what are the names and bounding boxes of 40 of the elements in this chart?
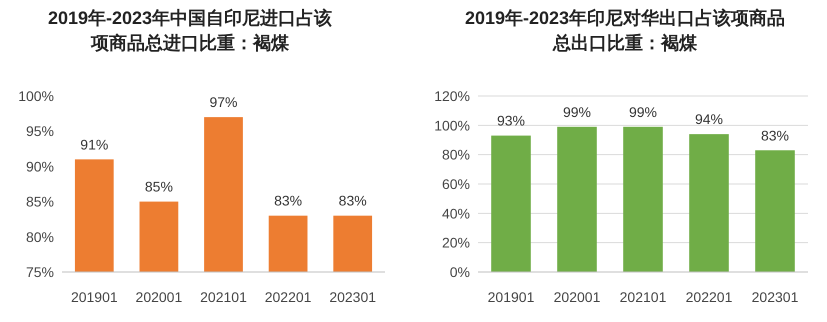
y-tick-label: 95% [26,123,54,140]
y-tick-label: 100% [434,117,470,134]
y-tick-label: 90% [26,158,54,174]
x-tick-label: 201901 [488,289,535,305]
data-label: 85% [144,178,173,195]
chart-title: 2019年-2023年中国自印尼进口占该项商品总进口比重：褐煤 [48,8,332,53]
y-tick-label: 60% [442,176,470,192]
bar [557,126,597,272]
data-label: 91% [80,136,108,152]
x-tick-label: 202301 [329,289,376,305]
y-tick-label: 85% [26,194,54,210]
x-tick-label: 202001 [554,289,601,305]
bar [689,134,729,272]
data-label: 93% [496,112,526,129]
data-label: 83% [274,192,302,209]
data-label: 99% [562,104,592,120]
bar [623,126,663,272]
y-tick-label: 80% [26,228,54,245]
x-tick-label: 202201 [686,289,733,305]
chart-title: 2019年-2023年印尼对华出口占该项商品总出口比重：褐煤 [464,8,786,53]
data-label: 94% [694,111,724,128]
data-label: 97% [209,94,238,110]
x-tick-label: 202101 [200,289,248,305]
x-tick-label: 202201 [264,289,312,305]
x-tick-label: 202301 [752,289,799,305]
y-tick-label: 40% [442,205,470,222]
bar [755,150,795,272]
y-tick-label: 100% [18,88,54,104]
x-tick-label: 202001 [136,289,182,305]
x-tick-label: 201901 [70,289,118,305]
x-tick-label: 202101 [620,289,667,305]
y-tick-label: 75% [26,264,54,280]
y-tick-label: 120% [434,88,470,104]
bar [491,136,531,272]
y-tick-label: 20% [442,234,470,251]
data-label: 99% [628,104,658,120]
y-tick-label: 80% [442,146,470,163]
data-label: 83% [760,127,790,144]
data-label: 83% [338,192,367,209]
y-tick-label: 0% [450,264,470,280]
